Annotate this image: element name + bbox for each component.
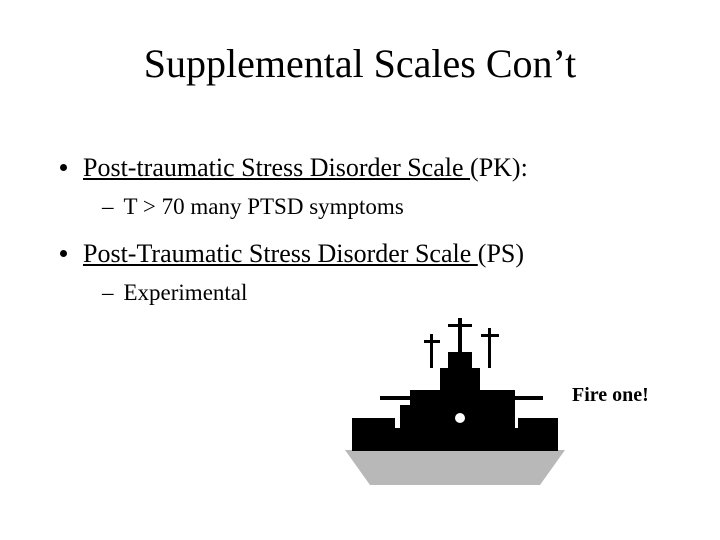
bullet-underlined: Post-traumatic Stress Disorder Scale bbox=[83, 153, 470, 182]
dash-icon: – bbox=[102, 277, 114, 308]
battleship-icon bbox=[340, 310, 570, 490]
sub-bullet-item: – Experimental bbox=[102, 277, 680, 308]
caption-text: Fire one! bbox=[572, 384, 649, 407]
dash-icon: – bbox=[102, 191, 114, 222]
bullet-item: Post-traumatic Stress Disorder Scale (PK… bbox=[60, 150, 680, 185]
slide-title: Supplemental Scales Con’t bbox=[0, 40, 720, 87]
bullet-dot-icon bbox=[60, 250, 67, 257]
bullet-plain: (PK): bbox=[470, 153, 528, 182]
slide: Supplemental Scales Con’t Post-traumatic… bbox=[0, 0, 720, 540]
bullet-text: Post-Traumatic Stress Disorder Scale (PS… bbox=[83, 236, 680, 271]
bullet-item: Post-Traumatic Stress Disorder Scale (PS… bbox=[60, 236, 680, 271]
slide-body: Post-traumatic Stress Disorder Scale (PK… bbox=[60, 150, 680, 322]
battleship-svg bbox=[340, 310, 570, 490]
sub-bullet-text: T > 70 many PTSD symptoms bbox=[124, 191, 404, 222]
sub-bullet-item: – T > 70 many PTSD symptoms bbox=[102, 191, 680, 222]
bullet-text: Post-traumatic Stress Disorder Scale (PK… bbox=[83, 150, 680, 185]
bullet-plain: (PS) bbox=[478, 239, 524, 268]
sub-bullet-text: Experimental bbox=[124, 277, 248, 308]
bullet-dot-icon bbox=[60, 164, 67, 171]
bullet-underlined: Post-Traumatic Stress Disorder Scale bbox=[83, 239, 478, 268]
